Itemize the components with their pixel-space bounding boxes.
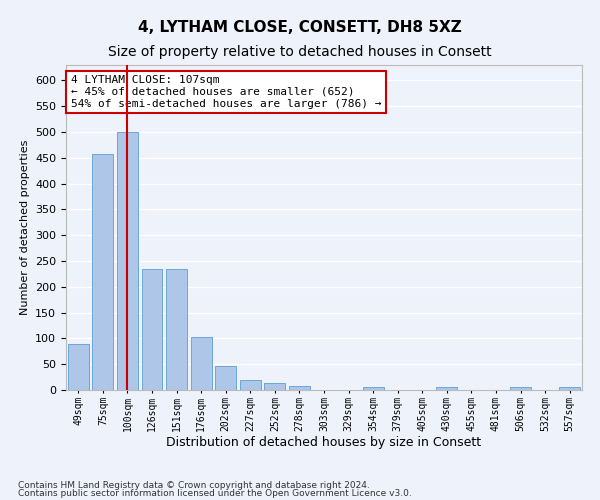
Text: Size of property relative to detached houses in Consett: Size of property relative to detached ho… <box>108 45 492 59</box>
Text: Contains public sector information licensed under the Open Government Licence v3: Contains public sector information licen… <box>18 489 412 498</box>
Bar <box>142 269 163 390</box>
Bar <box>215 366 236 390</box>
Bar <box>92 154 113 390</box>
Bar <box>362 387 383 390</box>
Bar <box>166 269 187 390</box>
Text: Contains HM Land Registry data © Crown copyright and database right 2024.: Contains HM Land Registry data © Crown c… <box>18 480 370 490</box>
Bar <box>191 338 212 390</box>
Text: 4 LYTHAM CLOSE: 107sqm
← 45% of detached houses are smaller (652)
54% of semi-de: 4 LYTHAM CLOSE: 107sqm ← 45% of detached… <box>71 76 382 108</box>
Bar <box>559 388 580 390</box>
Text: 4, LYTHAM CLOSE, CONSETT, DH8 5XZ: 4, LYTHAM CLOSE, CONSETT, DH8 5XZ <box>138 20 462 35</box>
Bar <box>289 386 310 390</box>
Bar <box>117 132 138 390</box>
Y-axis label: Number of detached properties: Number of detached properties <box>20 140 29 315</box>
Bar <box>68 344 89 390</box>
Bar <box>240 380 261 390</box>
Bar <box>436 388 457 390</box>
Bar <box>265 384 286 390</box>
Bar <box>510 388 531 390</box>
X-axis label: Distribution of detached houses by size in Consett: Distribution of detached houses by size … <box>166 436 482 450</box>
